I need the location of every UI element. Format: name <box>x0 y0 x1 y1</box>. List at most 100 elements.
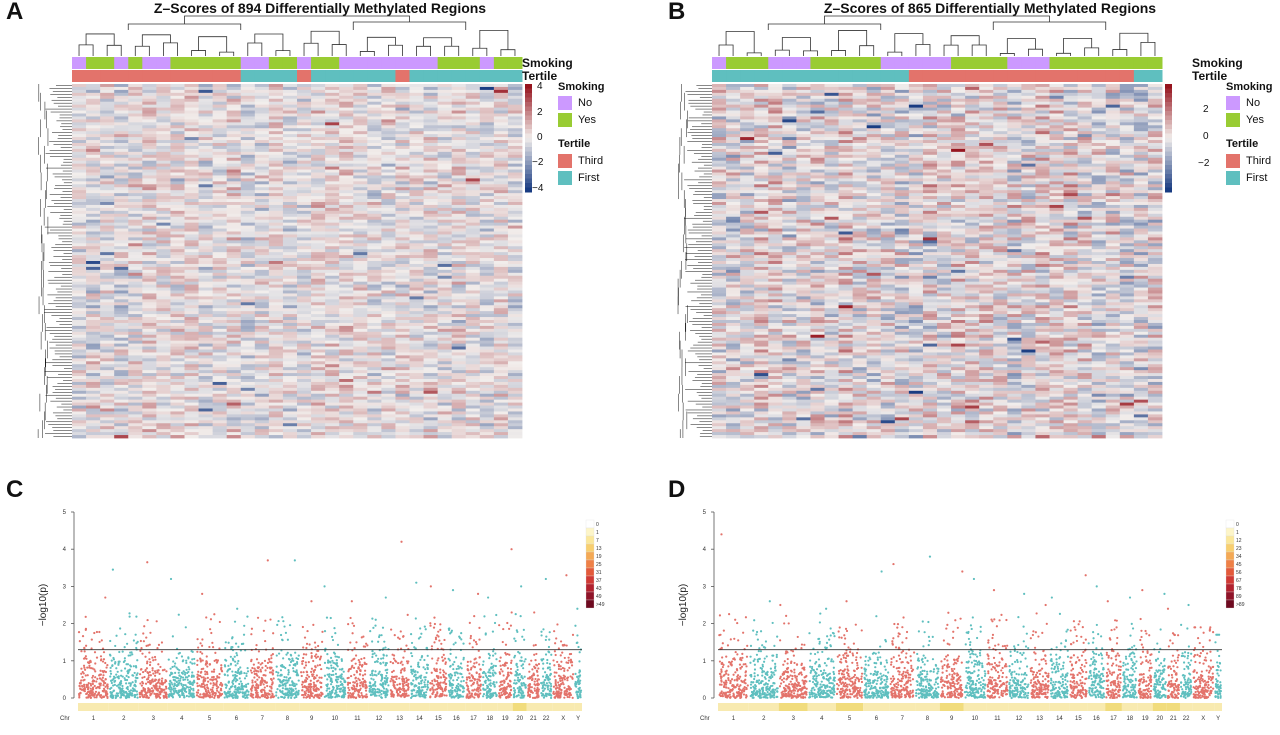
heatmap-cell <box>908 148 924 153</box>
heatmap-cell <box>212 193 228 197</box>
heatmap-cell <box>880 119 896 123</box>
heatmap-cell <box>409 240 424 244</box>
heatmap-cell <box>268 246 284 250</box>
heatmap-cell <box>479 322 495 327</box>
heatmap-cell <box>409 255 424 259</box>
heatmap-cell <box>367 343 382 347</box>
heatmap-cell <box>423 89 439 94</box>
heatmap-cell <box>381 420 396 424</box>
heatmap-cell <box>409 266 424 271</box>
panel-a-legend-third-label: Third <box>578 155 604 167</box>
heatmap-cell <box>72 405 87 409</box>
heatmap-cell <box>128 358 143 362</box>
heatmap-cell <box>1147 122 1163 126</box>
heatmap-cell <box>297 204 312 209</box>
heatmap-cell <box>254 110 270 114</box>
heatmap-cell <box>782 125 797 129</box>
heatmap-cell <box>1147 119 1163 123</box>
heatmap-cell <box>142 98 157 103</box>
heatmap-cell <box>1119 116 1135 120</box>
heatmap-cell <box>451 119 467 123</box>
heatmap-cell <box>451 411 467 415</box>
heatmap-cell <box>114 284 129 288</box>
heatmap-cell <box>782 137 797 141</box>
heatmap-cell <box>325 293 340 297</box>
heatmap-cell <box>1077 101 1093 106</box>
heatmap-cell <box>381 287 396 291</box>
heatmap-cell <box>1077 107 1093 111</box>
heatmap-cell <box>1105 143 1121 147</box>
heatmap-cell <box>423 184 439 188</box>
heatmap-cell <box>1119 101 1135 106</box>
heatmap-cell <box>1091 86 1107 91</box>
heatmap-cell <box>437 210 453 215</box>
heatmap-cell <box>198 157 214 162</box>
heatmap-cell <box>726 134 741 138</box>
heatmap-cell <box>937 104 952 108</box>
dendrogram-branch <box>1119 32 1149 50</box>
heatmap-cell <box>297 272 312 277</box>
heatmap-cell <box>100 184 115 188</box>
heatmap-cell <box>325 178 340 182</box>
heatmap-cell <box>240 151 256 156</box>
heatmap-cell <box>1063 151 1079 156</box>
heatmap-cell <box>465 225 481 229</box>
heatmap-cell <box>114 414 129 418</box>
heatmap-cell <box>353 234 368 238</box>
heatmap-cell <box>142 84 157 88</box>
heatmap-cell <box>142 263 157 268</box>
heatmap-cell <box>198 134 214 138</box>
heatmap-cell <box>184 122 199 126</box>
heatmap-cell <box>507 411 523 415</box>
heatmap-cell <box>451 207 467 212</box>
heatmap-cell <box>1105 116 1121 120</box>
heatmap-cell <box>100 426 115 430</box>
heatmap-cell <box>353 86 368 91</box>
heatmap-cell <box>993 145 1008 150</box>
heatmap-cell <box>198 349 214 353</box>
heatmap-cell <box>311 384 326 389</box>
heatmap-cell <box>86 423 101 427</box>
heatmap-cell <box>1035 134 1050 138</box>
color-scale-step <box>525 147 532 152</box>
heatmap-cell <box>184 261 199 265</box>
heatmap-cell <box>254 281 270 285</box>
tertile-annotation-cell <box>726 70 741 82</box>
heatmap-cell <box>282 408 298 412</box>
heatmap-cell <box>86 399 101 403</box>
heatmap-cell <box>493 137 509 141</box>
heatmap-cell <box>339 387 354 392</box>
heatmap-cell <box>212 213 228 218</box>
color-scale-step <box>525 151 532 157</box>
heatmap-cell <box>311 240 326 244</box>
heatmap-cell <box>240 370 256 374</box>
color-scale-step <box>525 93 532 98</box>
heatmap-cell <box>325 110 340 114</box>
heatmap-cell <box>437 393 453 398</box>
heatmap-cell <box>212 151 228 156</box>
heatmap-cell <box>72 420 87 424</box>
heatmap-cell <box>451 370 467 374</box>
heatmap-cell <box>86 225 101 229</box>
heatmap-cell <box>325 420 340 424</box>
heatmap-cell <box>297 122 312 126</box>
heatmap-cell <box>479 355 495 359</box>
heatmap-cell <box>142 408 157 412</box>
heatmap-cell <box>726 151 741 156</box>
heatmap-cell <box>409 302 424 306</box>
heatmap-cell <box>423 261 439 265</box>
dendrogram-branch <box>767 23 882 30</box>
heatmap-cell <box>100 261 115 265</box>
heatmap-cell <box>852 92 868 97</box>
heatmap-cell <box>198 184 214 188</box>
heatmap-cell <box>465 231 481 235</box>
heatmap-cell <box>479 243 495 247</box>
heatmap-cell <box>282 157 298 162</box>
heatmap-cell <box>451 92 467 97</box>
heatmap-cell <box>240 275 256 280</box>
heatmap-cell <box>198 399 214 403</box>
heatmap-cell <box>268 423 284 427</box>
heatmap-cell <box>325 193 340 197</box>
heatmap-cell <box>254 423 270 427</box>
tertile-annotation-cell <box>451 70 467 82</box>
